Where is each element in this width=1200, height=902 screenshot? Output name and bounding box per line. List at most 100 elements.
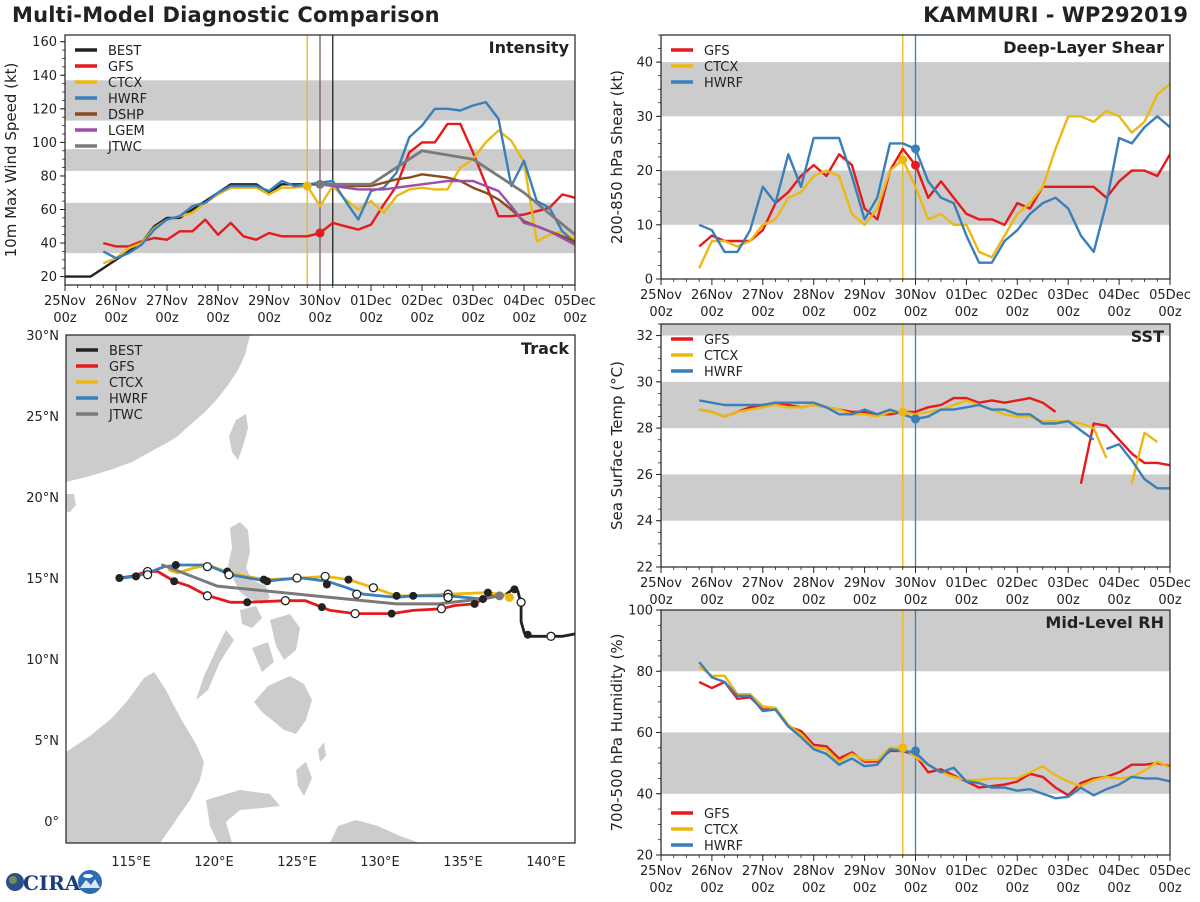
intensity-legend-label-best: BEST (108, 44, 141, 59)
intensity-xtick-label-hour: 00z (461, 311, 485, 326)
sst-line-hwrf (1105, 443, 1170, 490)
sst-xtick-label-date: 02Dec (996, 576, 1038, 591)
sst-xtick-label-hour: 00z (802, 593, 826, 608)
rh-line-hwrf (698, 661, 1170, 800)
shear-xtick-label-date: 29Nov (844, 288, 886, 303)
track-position-dot-filled (131, 572, 140, 581)
intensity-xtick-label-hour: 00z (155, 311, 179, 326)
track-ytick-label: 25°N (26, 410, 59, 425)
sst-legend-label-gfs: GFS (704, 333, 730, 348)
shear-legend-label-ctcx: CTCX (704, 60, 738, 75)
shear-xtick-label-date: 04Dec (1098, 288, 1140, 303)
shear-line-gfs (698, 147, 1170, 248)
track-xtick-label: 115°E (111, 855, 151, 870)
shear-panel-title: Deep-Layer Shear (1003, 38, 1164, 57)
cira-logo: CIRA (4, 866, 104, 898)
intensity-ytick-label: 20 (40, 270, 57, 285)
track-xtick-label: 125°E (277, 855, 317, 870)
sst-xtick-label-date: 26Nov (691, 576, 733, 591)
sst-xtick-label-hour: 00z (649, 593, 673, 608)
rh-xtick-label-date: 05Dec (1149, 864, 1191, 879)
rh-legend-label-ctcx: CTCX (704, 823, 738, 838)
track-position-dot-open (142, 570, 153, 580)
intensity-legend-label-dshp: DSHP (108, 108, 144, 123)
sst-series-group (698, 396, 1170, 490)
track-position-dot-filled (171, 561, 180, 570)
intensity-xtick-label-date: 28Nov (197, 294, 239, 309)
track-position-dot-open (292, 573, 302, 583)
intensity-legend-label-lgem: LGEM (108, 124, 145, 139)
track-xtick-label: 120°E (194, 855, 234, 870)
rh-xtick-label-date: 01Dec (946, 864, 988, 879)
sst-ytick-label: 22 (636, 561, 653, 576)
intensity-xtick-label-date: 01Dec (350, 294, 392, 309)
track-map-land (66, 335, 420, 843)
rh-marker-ctcx (898, 743, 908, 753)
track-position-dot-filled (483, 588, 492, 597)
shear-xtick-label-date: 03Dec (1047, 288, 1089, 303)
sst-xtick-label-hour: 00z (700, 593, 724, 608)
track-xtick-label: 135°E (443, 855, 483, 870)
land-borneo (66, 672, 204, 843)
track-position-dot-open (436, 604, 447, 614)
cira-logo-text: CIRA (23, 871, 81, 895)
sst-xtick-label-date: 28Nov (793, 576, 835, 591)
track-legend-label-best: BEST (109, 344, 142, 359)
shear-xtick-label-hour: 00z (700, 305, 724, 320)
track-position-dot-filled (322, 580, 331, 589)
sst-xtick-label-date: 04Dec (1098, 576, 1140, 591)
shear-xtick-label-date: 02Dec (996, 288, 1038, 303)
intensity-xtick-label-date: 04Dec (503, 294, 545, 309)
track-position-dot-open (368, 583, 379, 593)
shear-xtick-label-hour: 00z (1158, 305, 1182, 320)
intensity-xtick-label-date: 29Nov (248, 294, 290, 309)
shear-xtick-label-date: 25Nov (640, 288, 682, 303)
sst-xtick-label-date: 05Dec (1149, 576, 1191, 591)
shear-ytick-label: 20 (636, 164, 653, 179)
intensity-xtick-label-hour: 00z (410, 311, 434, 326)
intensity-ylabel: 10m Max Wind Speed (kt) (2, 63, 20, 258)
track-series-group (115, 561, 575, 641)
sst-xtick-label-hour: 00z (1057, 593, 1081, 608)
intensity-legend-label-gfs: GFS (108, 60, 134, 75)
sst-xtick-label-date: 01Dec (946, 576, 988, 591)
intensity-ytick-label: 40 (40, 237, 57, 252)
sst-xtick-label-hour: 00z (1107, 593, 1131, 608)
rh-xtick-label-date: 26Nov (691, 864, 733, 879)
track-legend-label-ctcx: CTCX (109, 376, 143, 391)
intensity-xtick-label-date: 30Nov (299, 294, 341, 309)
sst-xtick-label-hour: 00z (751, 593, 775, 608)
intensity-ytick-label: 160 (32, 35, 57, 50)
land-visayas (196, 606, 300, 700)
track-position-dot-filled (478, 595, 487, 604)
track-position-dot-open (202, 562, 213, 572)
sst-xtick-label-hour: 00z (955, 593, 979, 608)
track-position-dot-open (516, 597, 526, 607)
rh-ytick-label: 20 (636, 849, 653, 864)
shear-ytick-label: 10 (636, 218, 653, 233)
intensity-xtick-label-date: 26Nov (95, 294, 137, 309)
track-position-dot-open (352, 589, 362, 599)
shear-xtick-label-date: 27Nov (742, 288, 784, 303)
shear-xtick-label-date: 01Dec (946, 288, 988, 303)
land-luzon (228, 522, 270, 604)
sst-xtick-label-date: 29Nov (844, 576, 886, 591)
sst-xtick-label-hour: 00z (1158, 593, 1182, 608)
shear-legend-label-gfs: GFS (704, 44, 730, 59)
sst-marker-hwrf (911, 414, 920, 424)
rh-xtick-label-hour: 00z (700, 881, 724, 896)
track-ytick-label: 0° (44, 815, 59, 830)
intensity-xtick-label-date: 27Nov (146, 294, 188, 309)
rh-xtick-label-hour: 00z (955, 881, 979, 896)
sst-marker-ctcx (898, 407, 908, 417)
track-position-dot-filled (344, 575, 353, 584)
shear-xtick-label-date: 05Dec (1149, 288, 1191, 303)
shear-series-group (698, 82, 1170, 269)
intensity-xtick-label-hour: 00z (257, 311, 281, 326)
intensity-xtick-label-date: 25Nov (44, 294, 86, 309)
shear-ytick-label: 30 (636, 110, 653, 125)
rh-ylabel: 700-500 hPa Humidity (%) (608, 633, 626, 831)
sst-line-gfs (1079, 422, 1170, 484)
track-position-dot-open (280, 596, 291, 606)
sst-ytick-label: 24 (636, 514, 653, 529)
